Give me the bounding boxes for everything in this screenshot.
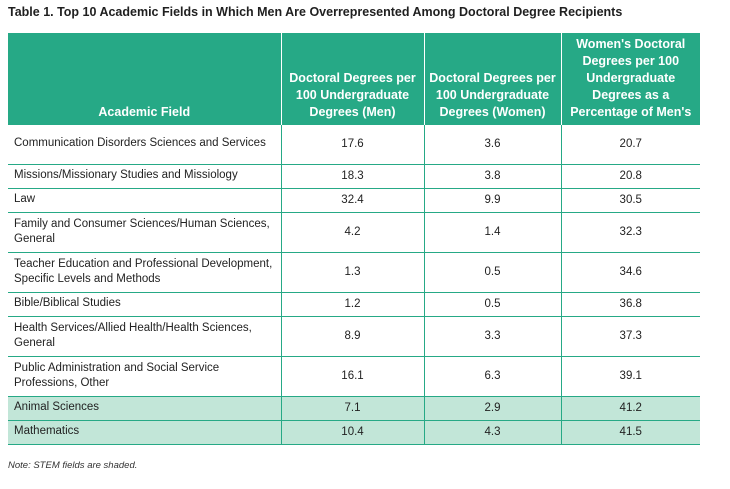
cell-field: Animal Sciences bbox=[8, 395, 281, 421]
table-row: Public Administration and Social Service… bbox=[8, 355, 700, 397]
cell-pct: 20.8 bbox=[560, 163, 700, 189]
cell-men: 18.3 bbox=[280, 163, 424, 189]
cell-men: 8.9 bbox=[280, 315, 424, 357]
cell-field: Missions/Missionary Studies and Missiolo… bbox=[8, 163, 281, 189]
cell-field: Communication Disorders Sciences and Ser… bbox=[8, 123, 281, 165]
cell-men: 10.4 bbox=[280, 419, 424, 445]
cell-men: 32.4 bbox=[280, 187, 424, 213]
table-row: Law 32.4 9.9 30.5 bbox=[8, 187, 700, 213]
cell-pct: 36.8 bbox=[560, 291, 700, 317]
cell-women: 9.9 bbox=[423, 187, 561, 213]
table-row: Family and Consumer Sciences/Human Scien… bbox=[8, 211, 700, 253]
table-row: Teacher Education and Professional Devel… bbox=[8, 251, 700, 293]
cell-women: 0.5 bbox=[423, 291, 561, 317]
cell-women: 3.8 bbox=[423, 163, 561, 189]
table-title: Table 1. Top 10 Academic Fields in Which… bbox=[8, 5, 623, 19]
cell-men: 1.2 bbox=[280, 291, 424, 317]
cell-pct: 41.5 bbox=[560, 419, 700, 445]
header-row: Academic Field Doctoral Degrees per 100 … bbox=[8, 33, 700, 124]
cell-field: Mathematics bbox=[8, 419, 281, 445]
table-row: Health Services/Allied Health/Health Sci… bbox=[8, 315, 700, 357]
cell-pct: 39.1 bbox=[560, 355, 700, 397]
table-row-stem: Animal Sciences 7.1 2.9 41.2 bbox=[8, 395, 700, 421]
table-note: Note: STEM fields are shaded. bbox=[8, 460, 138, 471]
cell-women: 2.9 bbox=[423, 395, 561, 421]
cell-women: 3.6 bbox=[423, 123, 561, 165]
cell-women: 6.3 bbox=[423, 355, 561, 397]
cell-men: 4.2 bbox=[280, 211, 424, 253]
table-row: Missions/Missionary Studies and Missiolo… bbox=[8, 163, 700, 189]
table-row-stem: Mathematics 10.4 4.3 41.5 bbox=[8, 419, 700, 445]
table-row: Communication Disorders Sciences and Ser… bbox=[8, 123, 700, 165]
cell-women: 4.3 bbox=[423, 419, 561, 445]
cell-men: 16.1 bbox=[280, 355, 424, 397]
cell-women: 0.5 bbox=[423, 251, 561, 293]
cell-field: Family and Consumer Sciences/Human Scien… bbox=[8, 211, 281, 253]
cell-field: Public Administration and Social Service… bbox=[8, 355, 281, 397]
cell-pct: 20.7 bbox=[560, 123, 700, 165]
header-women-degrees: Doctoral Degrees per 100 Undergraduate D… bbox=[423, 33, 562, 124]
data-table: Academic Field Doctoral Degrees per 100 … bbox=[8, 33, 700, 445]
cell-field: Teacher Education and Professional Devel… bbox=[8, 251, 281, 293]
cell-men: 17.6 bbox=[280, 123, 424, 165]
header-academic-field: Academic Field bbox=[8, 33, 282, 124]
cell-field: Law bbox=[8, 187, 281, 213]
cell-pct: 32.3 bbox=[560, 211, 700, 253]
table-row: Bible/Biblical Studies 1.2 0.5 36.8 bbox=[8, 291, 700, 317]
header-men-degrees: Doctoral Degrees per 100 Undergraduate D… bbox=[280, 33, 425, 124]
cell-women: 3.3 bbox=[423, 315, 561, 357]
cell-field: Bible/Biblical Studies bbox=[8, 291, 281, 317]
cell-pct: 34.6 bbox=[560, 251, 700, 293]
cell-women: 1.4 bbox=[423, 211, 561, 253]
cell-pct: 37.3 bbox=[560, 315, 700, 357]
cell-field: Health Services/Allied Health/Health Sci… bbox=[8, 315, 281, 357]
header-women-pct-of-men: Women's Doctoral Degrees per 100 Undergr… bbox=[560, 33, 700, 124]
cell-pct: 41.2 bbox=[560, 395, 700, 421]
cell-men: 1.3 bbox=[280, 251, 424, 293]
cell-pct: 30.5 bbox=[560, 187, 700, 213]
cell-men: 7.1 bbox=[280, 395, 424, 421]
